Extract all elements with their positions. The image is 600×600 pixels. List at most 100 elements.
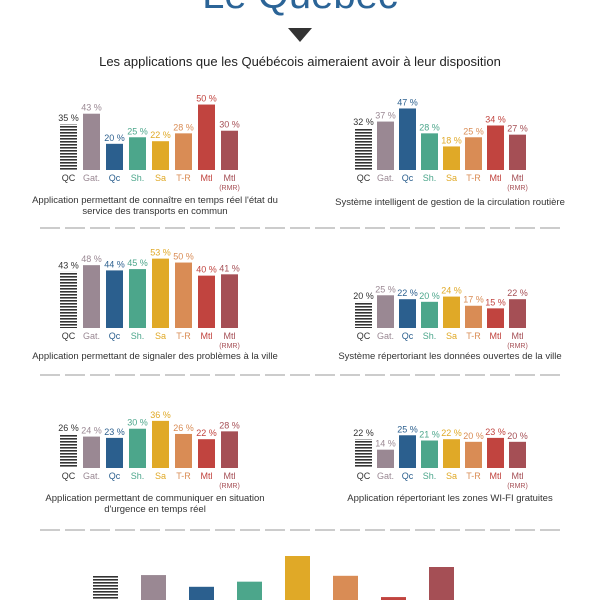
value-label: 43 % <box>81 103 102 113</box>
category-label: Sa <box>155 173 166 183</box>
value-label: 50 % <box>196 94 217 104</box>
value-label: 48 % <box>81 254 102 264</box>
value-label: 28 % <box>419 122 440 132</box>
category-label: Sh. <box>131 471 145 481</box>
bar <box>152 141 169 170</box>
category-label: QC <box>357 331 371 341</box>
category-label: Qc <box>109 173 121 183</box>
bar <box>129 428 146 468</box>
value-label: 41 % <box>219 263 240 273</box>
value-label: 22 % <box>397 288 418 298</box>
value-label: 21 % <box>419 430 440 440</box>
value-label: 25 % <box>463 126 484 136</box>
category-label: Gat. <box>83 173 100 183</box>
bar <box>487 125 504 170</box>
value-label: 25 % <box>127 126 148 136</box>
value-label: 47 % <box>397 97 418 107</box>
bar <box>93 575 118 600</box>
bar <box>443 439 460 468</box>
bar <box>152 258 169 328</box>
value-label: 25 % <box>375 284 396 294</box>
category-label: QC <box>62 173 76 183</box>
category-label: Gat. <box>377 471 394 481</box>
category-label: Mtl (RMR) <box>219 331 240 350</box>
bar <box>487 308 504 328</box>
bar <box>141 575 166 600</box>
value-label: 20 % <box>463 431 484 441</box>
value-label: 22 % <box>353 428 374 438</box>
bar <box>509 134 526 170</box>
value-label: 25 % <box>397 424 418 434</box>
value-label: 23 % <box>104 427 125 437</box>
value-label: 22 % <box>196 428 217 438</box>
bar <box>129 269 146 328</box>
category-label: Mtl (RMR) <box>507 331 528 350</box>
bar <box>399 108 416 170</box>
category-label: Mtl <box>490 331 502 341</box>
bar <box>83 265 100 328</box>
bar <box>377 121 394 170</box>
bar <box>377 295 394 328</box>
category-label: Mtl <box>201 331 213 341</box>
value-label: 37 % <box>375 111 396 121</box>
value-label: 20 % <box>507 431 528 441</box>
chart-caption: Application répertoriant les zones WI-FI… <box>347 493 553 504</box>
value-label: 36 % <box>150 410 171 420</box>
bar <box>129 137 146 170</box>
category-label: Gat. <box>377 173 394 183</box>
value-label: 17 % <box>463 295 484 305</box>
bar <box>377 449 394 468</box>
category-label: T-R <box>466 173 481 183</box>
bar <box>83 113 100 170</box>
bar <box>465 441 482 468</box>
bar <box>189 586 214 600</box>
bar <box>333 575 358 600</box>
value-label: 53 % <box>150 248 171 258</box>
value-label: 24 % <box>441 286 462 296</box>
value-label: 28 % <box>219 420 240 430</box>
category-label: T-R <box>176 173 191 183</box>
bar <box>106 143 123 170</box>
category-label: T-R <box>466 331 481 341</box>
value-label: 14 % <box>375 439 396 449</box>
bar <box>106 270 123 328</box>
value-label: 22 % <box>441 428 462 438</box>
bar <box>399 435 416 468</box>
value-label: 45 % <box>127 258 148 268</box>
category-label: Sa <box>446 331 457 341</box>
category-label: Sh. <box>131 173 145 183</box>
bar <box>509 299 526 328</box>
category-label: Sh. <box>423 471 437 481</box>
value-label: 26 % <box>58 423 79 433</box>
bar <box>421 301 438 328</box>
arrow <box>288 28 312 42</box>
category-label: Mtl (RMR) <box>219 173 240 192</box>
value-label: 18 % <box>441 135 462 145</box>
bar <box>399 299 416 328</box>
value-label: 20 % <box>419 291 440 301</box>
category-label: Mtl (RMR) <box>507 173 528 192</box>
value-label: 28 % <box>173 122 194 132</box>
bar <box>175 433 192 468</box>
category-label: Qc <box>402 331 414 341</box>
value-label: 50 % <box>173 252 194 262</box>
bar <box>487 437 504 468</box>
bar <box>198 104 215 170</box>
bar <box>221 130 238 170</box>
category-label: QC <box>357 173 371 183</box>
bar <box>285 556 310 600</box>
category-label: Mtl <box>201 471 213 481</box>
category-label: QC <box>357 471 371 481</box>
value-label: 35 % <box>58 113 79 123</box>
value-label: 23 % <box>485 427 506 437</box>
bar <box>60 271 77 328</box>
value-label: 44 % <box>104 259 125 269</box>
category-label: T-R <box>466 471 481 481</box>
bar <box>465 137 482 170</box>
value-label: 27 % <box>507 124 528 134</box>
category-label: Qc <box>109 471 121 481</box>
bar <box>429 567 454 600</box>
category-label: Gat. <box>83 471 100 481</box>
